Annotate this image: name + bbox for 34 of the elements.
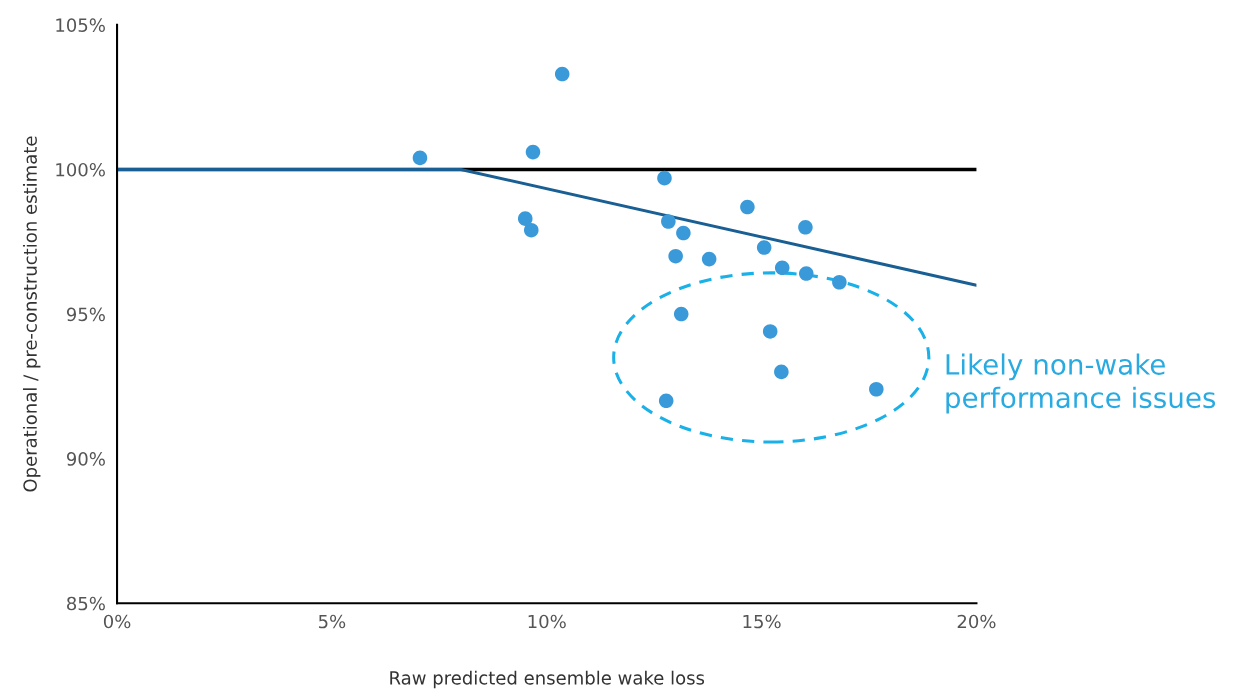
point [798,220,813,235]
point [762,324,778,339]
y-tick-label: 90% [66,452,105,466]
y-tick-label: 85% [67,596,105,611]
point [525,144,541,160]
point [412,150,428,166]
point [774,260,790,276]
x-tick-label: 5% [318,614,346,629]
point [658,393,674,409]
point [661,214,676,229]
point [701,251,717,267]
x-tick-label: 10% [528,614,566,629]
point [668,248,683,264]
annotation: Likely non-wake performance issues [946,353,1216,414]
point [740,199,755,215]
y-tick-label: 95% [66,307,105,322]
point [756,240,772,255]
point [657,170,672,186]
y-axis-title: Operational / pre-construction estimate [22,136,41,492]
point [676,225,691,241]
y-tick-label: 105% [56,18,105,32]
point [799,266,814,281]
x-tick-label: 0% [103,614,131,629]
x-tick-label: 20% [957,614,996,629]
y-tick-label: 100% [56,162,105,177]
point [832,274,847,290]
x-tick-label: 15% [743,614,781,629]
point [554,66,570,82]
point [673,306,689,322]
x-axis-title: Raw predicted ensemble wake loss [390,670,705,689]
point [517,211,533,226]
point [869,381,884,397]
point [523,222,539,238]
point [774,364,789,380]
